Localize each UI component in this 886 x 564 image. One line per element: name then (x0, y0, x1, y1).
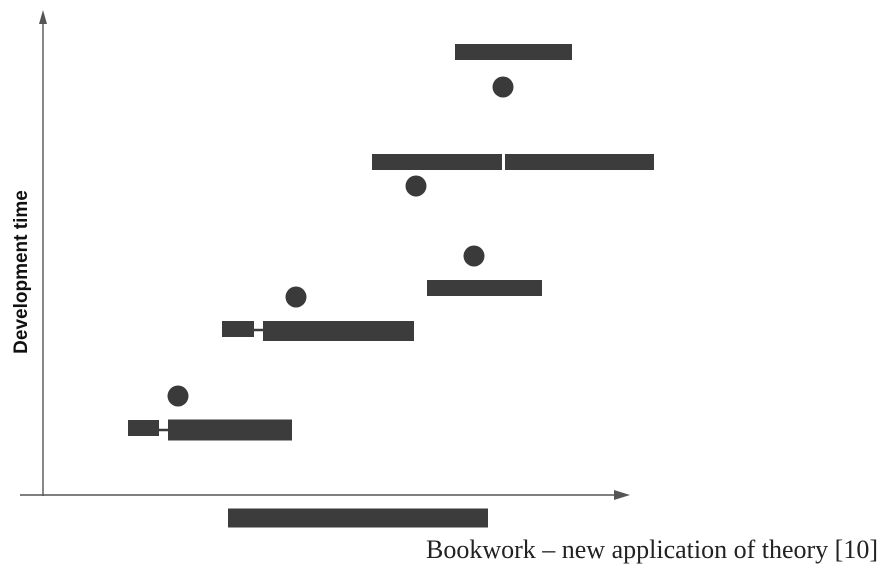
timeline-bar (128, 420, 159, 436)
timeline-bar (427, 280, 542, 296)
axes (20, 10, 630, 500)
milestone-dot (405, 175, 427, 197)
timeline-bar (168, 419, 292, 441)
x-axis-arrow (614, 490, 630, 500)
timeline-bar (228, 508, 488, 528)
milestone-dot (463, 245, 485, 267)
bars-group (128, 44, 654, 528)
milestone-dot (492, 76, 514, 98)
milestone-dot (285, 286, 307, 308)
figure-caption: Bookwork – new application of theory [10… (426, 535, 878, 564)
milestones-group (167, 76, 514, 407)
milestone-dot (167, 385, 189, 407)
y-axis-arrow (39, 10, 47, 24)
y-axis-label: Development time (11, 190, 32, 354)
timeline-bar (222, 321, 254, 337)
timeline-bar (372, 154, 502, 170)
timeline-bar (455, 44, 572, 60)
timeline-bar (263, 321, 414, 341)
timeline-bar (505, 154, 654, 170)
connectors-group (159, 328, 263, 432)
